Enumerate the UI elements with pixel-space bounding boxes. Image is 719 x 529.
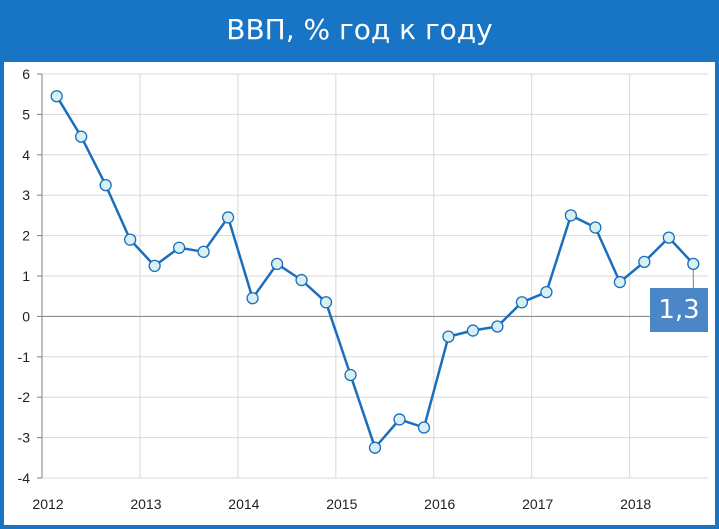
chart-title: ВВП, % год к году	[226, 13, 493, 46]
x-tick-label: 2012	[32, 496, 63, 512]
x-tick-label: 2017	[522, 496, 553, 512]
y-tick-label: 2	[22, 228, 30, 244]
data-point	[295, 273, 308, 287]
data-point	[197, 245, 210, 258]
y-tick-label: -1	[18, 349, 31, 365]
y-tick-label: -2	[18, 389, 31, 405]
data-point	[148, 259, 161, 273]
x-tick-label: 2015	[326, 496, 357, 512]
data-point	[50, 90, 63, 103]
data-point	[344, 368, 357, 382]
data-point	[491, 320, 504, 333]
data-point	[393, 413, 406, 426]
x-tick-label: 2014	[228, 496, 259, 512]
data-point	[172, 241, 186, 254]
y-tick-label: 1	[22, 268, 30, 284]
x-tick-label: 2016	[424, 496, 455, 512]
x-tick-label: 2013	[130, 496, 161, 512]
data-point	[75, 130, 88, 143]
data-point	[466, 324, 480, 337]
data-point	[246, 292, 259, 305]
series-line	[55, 95, 695, 449]
data-point	[368, 441, 382, 454]
data-point	[99, 178, 112, 192]
data-point	[564, 209, 578, 222]
y-tick-label: -4	[18, 470, 31, 486]
y-tick-label: 3	[22, 187, 30, 203]
data-point	[687, 257, 700, 271]
data-point	[613, 275, 627, 289]
y-tick-label: 5	[22, 106, 30, 122]
plot-panel	[4, 62, 715, 525]
data-point	[270, 257, 284, 271]
data-point	[319, 296, 333, 309]
data-point	[417, 421, 431, 434]
data-point	[662, 231, 675, 244]
data-point	[540, 286, 553, 299]
y-tick-label: 6	[22, 66, 30, 82]
x-tick-label: 2018	[620, 496, 651, 512]
y-tick-label: -3	[18, 430, 31, 446]
data-point	[589, 221, 602, 234]
y-tick-label: 0	[22, 308, 30, 324]
data-point	[442, 330, 455, 343]
y-tick-label: 4	[22, 147, 30, 163]
data-point	[515, 296, 529, 309]
data-point	[123, 233, 137, 246]
data-point	[221, 211, 235, 224]
data-point	[638, 255, 651, 269]
last-value-callout: 1,3	[650, 288, 708, 332]
